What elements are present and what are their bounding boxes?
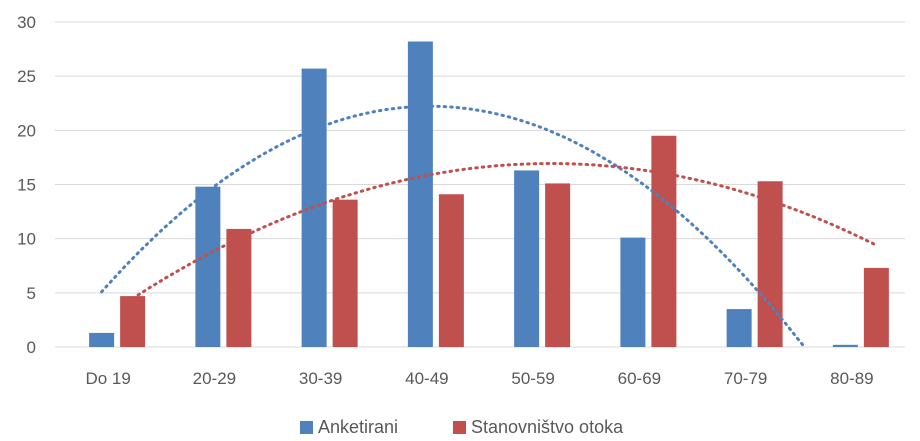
y-axis-ticks: 0 5 10 15 20 25 30 [17,13,36,357]
x-axis-ticks: Do 19 20-29 30-39 40-49 50-59 60-69 70-79 80-89 [85,369,873,388]
legend: Anketirani Stanovništvo otoka [300,417,624,437]
bar-stanovnistvo-otoka-60-69 [651,135,677,347]
bar-anketirani-70-79 [726,309,752,347]
trendline-stanovnistvo-otoka [131,162,878,300]
bars [89,41,889,347]
legend-swatch-anketirani [300,421,313,434]
bar-anketirani-do-19 [89,332,115,347]
trendlines [100,104,878,349]
x-tick-label-20-29: 20-29 [193,369,236,388]
y-tick-label-15: 15 [17,176,36,195]
x-tick-label-70-79: 70-79 [724,369,767,388]
bar-stanovnistvo-otoka-70-79 [757,181,783,347]
bar-stanovnistvo-otoka-40-49 [438,194,464,347]
y-tick-label-5: 5 [27,284,36,303]
bar-anketirani-20-29 [195,186,221,347]
y-tick-label-30: 30 [17,13,36,32]
bar-stanovnistvo-otoka-80-89 [863,267,889,347]
x-tick-label-do-19: Do 19 [85,369,130,388]
trendline-anketirani [100,104,806,349]
legend-swatch-stanovnistvo-otoka [453,421,466,434]
x-tick-label-50-59: 50-59 [511,369,554,388]
y-tick-label-10: 10 [17,230,36,249]
legend-label-stanovnistvo-otoka: Stanovništvo otoka [471,417,624,437]
bar-stanovnistvo-otoka-20-29 [226,228,252,347]
x-tick-label-60-69: 60-69 [618,369,661,388]
y-tick-label-25: 25 [17,67,36,86]
x-tick-label-30-39: 30-39 [299,369,342,388]
bar-stanovnistvo-otoka-30-39 [332,199,358,347]
bar-anketirani-80-89 [832,344,858,347]
bar-anketirani-40-49 [407,41,433,347]
legend-label-anketirani: Anketirani [318,417,398,437]
bar-stanovnistvo-otoka-do-19 [120,296,146,347]
bar-anketirani-50-59 [514,170,540,347]
bar-anketirani-60-69 [620,237,646,347]
bar-stanovnistvo-otoka-50-59 [545,183,571,347]
x-tick-label-40-49: 40-49 [405,369,448,388]
y-tick-label-20: 20 [17,121,36,140]
x-tick-label-80-89: 80-89 [830,369,873,388]
y-tick-label-0: 0 [27,338,36,357]
